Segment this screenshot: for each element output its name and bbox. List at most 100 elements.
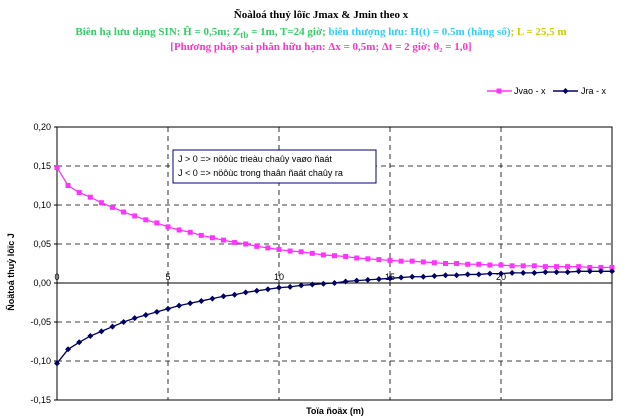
jra-point [176,302,183,309]
jvao-point [498,262,504,268]
jvao-point [542,264,548,270]
annotation-frame [172,149,377,184]
jvao-point [243,241,249,247]
jra-point [331,280,338,286]
subtitle-segment-4: ; L = 25,5 m [510,26,567,38]
jra-point [486,270,493,277]
jra-point [98,328,105,335]
x-tick-label: 0 [54,272,59,282]
y-tick-label: 0,05 [33,239,51,249]
x-tick-label: 5 [165,272,170,282]
jvao-point [65,183,71,188]
jvao-point [520,263,526,269]
jra-point [298,282,305,289]
y-tick-label: -0,15 [30,395,51,405]
legend-jra-label: Jra - x [581,86,607,96]
jra-point [153,308,160,315]
jvao-point [598,264,604,270]
jvao-point [98,200,104,206]
jvao-point [232,239,238,245]
chart-title: Ñoàloá thuỷ lôïc Jmax & Jmin theo x [233,9,409,21]
jvao-point [309,250,315,256]
chart-subtitle-line2: [Phương pháp sai phân hữu hạn: Δx = 0,5m… [170,41,472,53]
jra-point [231,291,238,298]
jvao-point [276,246,282,252]
axes: 0,200,150,100,050,00-0,05-0,10-0,1505101… [30,122,612,405]
annotation-line2: J < 0 => nöôùc trong thaân ñaát chaûy ra [178,168,343,178]
jvao-point [476,261,482,267]
y-tick-label: 0,10 [33,200,51,210]
jra-point [375,276,382,283]
jra-point [475,271,482,278]
jvao-point [298,249,304,255]
jra-point [498,270,504,277]
y-axis-label: Ñoätoá thuỷ lôïc J [6,233,16,311]
jra-point [253,287,260,294]
jra-point [87,333,94,340]
jvao-point [265,245,271,251]
jra-point [264,286,271,293]
y-tick-label: 0,00 [33,278,51,288]
jvao-point [87,194,93,200]
jra-point [120,319,127,325]
jvao-point [287,248,293,254]
jvao-point [198,232,204,238]
chart-subtitle-line1: Biên hạ lưu dạng SIN: Ĥ = 0,5m; Ztb = 1m… [0,26,642,40]
jra-point [464,271,471,278]
jra-point [609,268,615,275]
jvao-point [487,262,493,268]
annotation-line1: J > 0 => nöôùc trieàu chaûy vaøo ñaát [178,154,332,164]
jvao-point [187,229,193,235]
jra-point [542,269,549,276]
jvao-point [554,264,559,270]
jra-point [65,346,72,353]
jra-point [165,305,171,312]
jra-point [76,339,83,346]
jra-point [320,280,327,287]
jra-point [276,284,282,291]
jra-point [198,297,205,304]
jra-point [209,295,216,302]
jra-point [54,360,60,367]
jvao-point [154,220,160,226]
jvao-point [132,213,138,219]
jra-point [131,315,138,322]
legend: Jvao - x Jra - x [487,86,607,96]
jra-point [409,273,416,280]
jvao-point [110,204,115,210]
subtitle-segment-3: biên thượng lưu: H(t) = 0.5m (hằng số) [328,26,511,38]
jvao-point [376,257,382,263]
subtitle-segment-0: Biên hạ lưu dạng SIN: Ĥ = 0,5m; Z [75,26,241,38]
jra-point [387,275,393,282]
y-tick-label: -0,05 [30,317,51,327]
jvao-point [587,264,593,270]
jra-point [575,268,582,275]
jvao-point [420,259,426,265]
jvao-point [365,256,371,262]
jvao-point [221,237,226,243]
jvao-point [576,264,582,270]
legend-jvao-label: Jvao - x [514,86,546,96]
subtitle-segment-1: tb [240,30,249,41]
jvao-point [343,253,349,259]
jra-point [109,323,116,330]
jvao-point [121,209,127,215]
x-tick-label: 20 [496,272,506,282]
jvao-point [176,227,182,233]
jvao-point [409,258,415,264]
jra-point [353,277,360,284]
jra-point [187,300,194,307]
jvao-point [565,264,571,270]
jra-point [597,268,604,275]
jra-point [531,269,538,276]
jra-point [398,274,405,281]
x-axis-label: Toïa ñoäx (m) [306,406,364,416]
jvao-point [54,165,60,171]
jra-point [520,269,527,276]
jvao-point [209,235,215,241]
jvao-point [509,263,515,269]
jra-point [564,269,571,276]
jra-point [586,268,593,275]
jvao-point [254,243,260,249]
